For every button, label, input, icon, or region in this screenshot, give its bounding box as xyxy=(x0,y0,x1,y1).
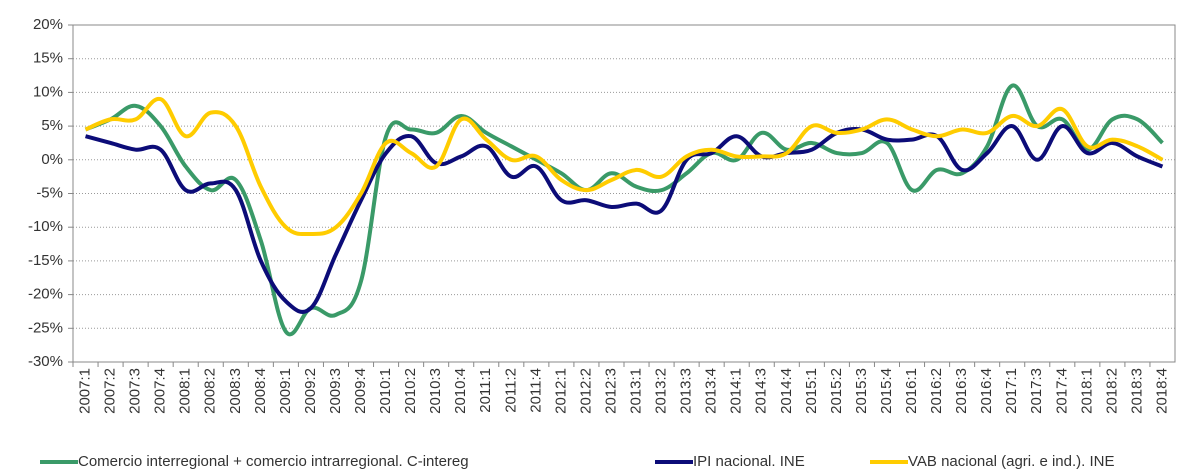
x-tick-label: 2008:1 xyxy=(177,368,194,414)
x-tick-label: 2018:3 xyxy=(1128,368,1145,414)
legend-label: IPI nacional. INE xyxy=(693,453,805,470)
x-tick-label: 2013:4 xyxy=(703,368,720,414)
x-tick-label: 2011:1 xyxy=(477,368,494,413)
x-tick-label: 2008:3 xyxy=(227,368,244,414)
y-tick-label: -10% xyxy=(28,218,63,235)
x-tick-label: 2010:1 xyxy=(377,368,394,414)
x-tick-label: 2009:1 xyxy=(277,368,294,414)
x-tick-label: 2016:2 xyxy=(928,368,945,414)
y-tick-label: 5% xyxy=(41,117,63,134)
y-tick-label: 0% xyxy=(41,151,63,168)
y-tick-label: -20% xyxy=(28,286,63,303)
legend-label: VAB nacional (agri. e ind.). INE xyxy=(908,453,1114,470)
y-tick-label: 10% xyxy=(33,83,63,100)
x-tick-label: 2018:1 xyxy=(1078,368,1095,414)
x-tick-label: 2016:4 xyxy=(978,368,995,414)
x-tick-label: 2017:4 xyxy=(1053,368,1070,414)
x-tick-label: 2007:2 xyxy=(102,368,119,414)
x-tick-label: 2018:4 xyxy=(1153,368,1170,414)
y-tick-label: -30% xyxy=(28,353,63,370)
series-line xyxy=(84,83,1164,337)
x-tick-label: 2010:4 xyxy=(452,368,469,414)
x-tick-label: 2014:1 xyxy=(728,368,745,414)
x-tick-label: 2012:1 xyxy=(552,368,569,414)
x-tick-label: 2016:1 xyxy=(903,368,920,414)
x-tick-label: 2012:2 xyxy=(577,368,594,414)
x-tick-label: 2008:2 xyxy=(202,368,219,414)
legend-label: Comercio interregional + comercio intrar… xyxy=(78,453,469,470)
x-tick-label: 2013:3 xyxy=(678,368,695,414)
x-tick-label: 2016:3 xyxy=(953,368,970,414)
x-tick-label: 2015:4 xyxy=(878,368,895,414)
series-line xyxy=(84,96,1164,237)
x-tick-label: 2009:3 xyxy=(327,368,344,414)
x-tick-label: 2008:4 xyxy=(252,368,269,414)
x-tick-label: 2011:4 xyxy=(527,368,544,413)
x-tick-label: 2007:3 xyxy=(127,368,144,414)
series-line xyxy=(85,124,1164,314)
x-tick-label: 2014:4 xyxy=(778,368,795,414)
x-tick-label: 2015:3 xyxy=(853,368,870,414)
x-tick-label: 2015:1 xyxy=(803,368,820,414)
y-tick-label: -5% xyxy=(36,184,63,201)
x-tick-label: 2010:2 xyxy=(402,368,419,414)
x-tick-label: 2015:2 xyxy=(828,368,845,414)
y-tick-label: 15% xyxy=(33,50,63,67)
x-tick-label: 2011:2 xyxy=(502,368,519,413)
y-tick-label: -25% xyxy=(28,319,63,336)
x-tick-label: 2007:1 xyxy=(76,368,93,414)
x-tick-label: 2017:1 xyxy=(1003,368,1020,414)
x-tick-label: 2017:3 xyxy=(1028,368,1045,414)
x-tick-label: 2010:3 xyxy=(427,368,444,414)
x-tick-label: 2007:4 xyxy=(152,368,169,414)
x-tick-label: 2009:2 xyxy=(302,368,319,414)
x-tick-label: 2012:3 xyxy=(602,368,619,414)
x-tick-label: 2009:4 xyxy=(352,368,369,414)
y-tick-label: -15% xyxy=(28,252,63,269)
x-tick-label: 2013:1 xyxy=(627,368,644,414)
x-tick-label: 2014:3 xyxy=(753,368,770,414)
x-tick-label: 2013:2 xyxy=(653,368,670,414)
x-tick-label: 2018:2 xyxy=(1103,368,1120,414)
y-tick-label: 20% xyxy=(33,16,63,33)
